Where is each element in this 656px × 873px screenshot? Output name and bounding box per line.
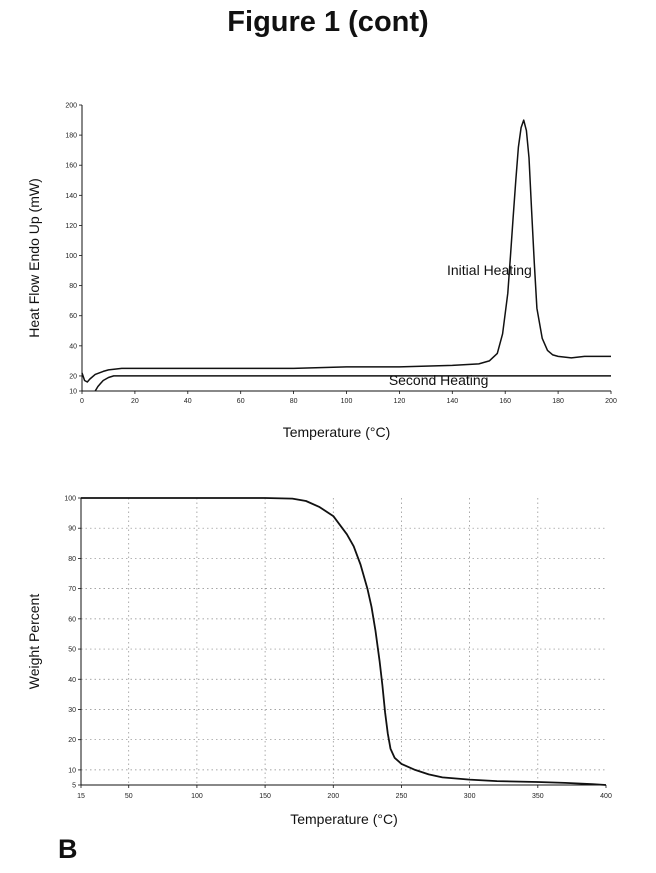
y-tick-label: 5 <box>72 783 76 790</box>
x-tick-label: 100 <box>191 793 203 800</box>
x-tick-label: 50 <box>125 793 133 800</box>
y-tick-label: 40 <box>69 343 77 350</box>
series-line <box>95 376 611 391</box>
x-tick-label: 400 <box>600 793 612 800</box>
y-axis-label: Heat Flow Endo Up (mW) <box>26 178 42 337</box>
y-tick-label: 70 <box>68 586 76 593</box>
y-tick-label: 90 <box>68 526 76 533</box>
y-tick-label: 40 <box>68 677 76 684</box>
x-tick-label: 250 <box>396 793 408 800</box>
x-tick-label: 300 <box>464 793 476 800</box>
x-axis-label: Temperature (°C) <box>290 811 398 827</box>
x-tick-label: 180 <box>552 398 564 405</box>
y-axis-label: Weight Percent <box>26 594 42 690</box>
y-tick-label: 140 <box>65 193 77 200</box>
y-tick-label: 60 <box>69 313 77 320</box>
y-tick-label: 50 <box>68 647 76 654</box>
panel-letter: B <box>58 834 78 865</box>
x-tick-label: 0 <box>80 398 84 405</box>
y-tick-label: 180 <box>65 133 77 140</box>
y-tick-label: 30 <box>68 707 76 714</box>
series-line <box>82 120 611 382</box>
x-tick-label: 120 <box>394 398 406 405</box>
x-tick-label: 350 <box>532 793 544 800</box>
annotation-label: Second Heating <box>389 372 489 388</box>
y-tick-label: 20 <box>69 373 77 380</box>
y-tick-label: 200 <box>65 103 77 110</box>
y-tick-label: 160 <box>65 163 77 170</box>
y-tick-label: 120 <box>65 223 77 230</box>
y-tick-label: 100 <box>65 253 77 260</box>
x-tick-label: 100 <box>341 398 353 405</box>
x-tick-label: 20 <box>131 398 139 405</box>
dsc-chart: 10 20 40 60 80 100 120 140 160 180 200 0 20 40 60 80 100… <box>26 103 617 441</box>
annotation-label: Initial Heating <box>447 262 532 278</box>
y-tick-label: 20 <box>68 737 76 744</box>
tga-chart: 5 10 20 30 40 50 60 70 80 90 100 15 50 100 150 200 250 30… <box>26 496 612 828</box>
x-tick-label: 60 <box>237 398 245 405</box>
x-tick-label: 15 <box>77 793 85 800</box>
x-axis-label: Temperature (°C) <box>283 424 391 440</box>
x-tick-label: 200 <box>327 793 339 800</box>
y-tick-label: 10 <box>69 389 77 396</box>
x-tick-label: 150 <box>259 793 271 800</box>
x-tick-label: 80 <box>290 398 298 405</box>
y-tick-label: 80 <box>68 556 76 563</box>
x-tick-label: 40 <box>184 398 192 405</box>
x-tick-label: 140 <box>446 398 458 405</box>
x-tick-label: 200 <box>605 398 617 405</box>
x-tick-label: 160 <box>499 398 511 405</box>
y-tick-label: 100 <box>64 496 76 503</box>
series-line <box>81 498 606 785</box>
y-tick-label: 10 <box>68 767 76 774</box>
y-tick-label: 60 <box>68 616 76 623</box>
y-tick-label: 80 <box>69 283 77 290</box>
